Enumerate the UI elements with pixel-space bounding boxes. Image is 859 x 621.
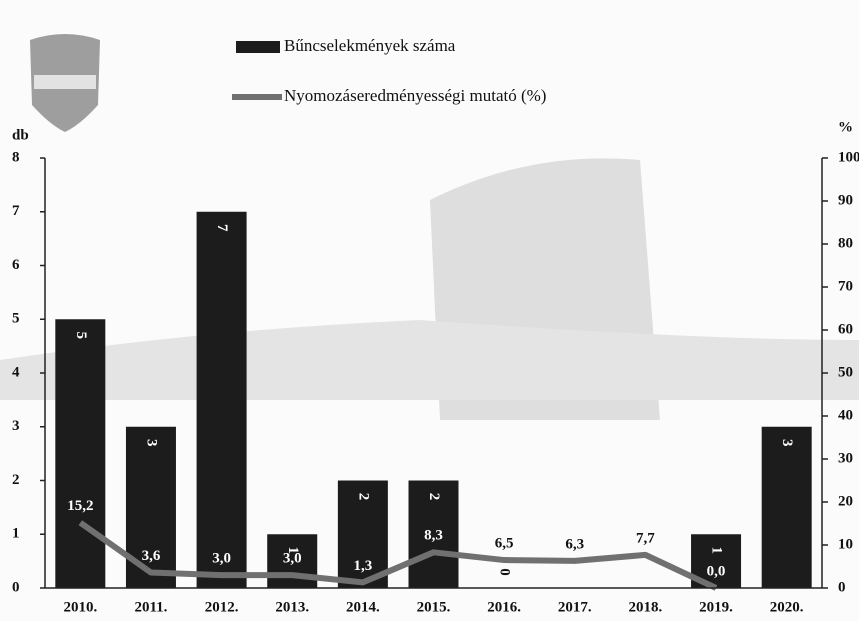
y2-tick-label: 30 <box>838 450 853 466</box>
bar <box>197 212 247 588</box>
line-value-label: 3,6 <box>142 548 161 564</box>
y-tick-label: 0 <box>12 579 20 595</box>
y-tick-label: 5 <box>12 311 20 327</box>
y-tick-label: 6 <box>12 257 20 273</box>
chart: db % 01234567801020304050607080901002010… <box>0 0 859 621</box>
y-tick-label: 7 <box>12 203 20 219</box>
line-value-label: 1,3 <box>353 558 372 574</box>
y2-tick-label: 10 <box>838 536 853 552</box>
bar-value-label: 5 <box>73 332 89 340</box>
bar-value-label: 1 <box>709 547 725 555</box>
y-tick-label: 1 <box>12 526 20 542</box>
y2-tick-label: 50 <box>838 364 853 380</box>
line-value-label: 3,0 <box>283 551 302 567</box>
bar-value-label: 3 <box>144 439 160 447</box>
line-value-label: 7,7 <box>636 530 655 546</box>
line-value-label: 8,3 <box>424 528 443 544</box>
y-tick-label: 3 <box>12 418 20 434</box>
bar-value-label: 0 <box>497 568 513 576</box>
x-tick-label: 2014. <box>346 599 380 615</box>
x-tick-label: 2017. <box>558 599 592 615</box>
y2-tick-label: 60 <box>838 321 853 337</box>
bar-value-label: 2 <box>355 493 371 501</box>
y2-tick-label: 20 <box>838 493 853 509</box>
y2-tick-label: 70 <box>838 278 853 294</box>
legend-label: Bűncselekmények száma <box>284 36 456 55</box>
x-tick-label: 2018. <box>629 599 663 615</box>
legend-swatch <box>236 41 280 53</box>
bar-value-label: 7 <box>214 224 230 232</box>
y-tick-label: 2 <box>12 472 20 488</box>
line-value-label: 15,2 <box>67 498 93 514</box>
x-tick-label: 2012. <box>205 599 239 615</box>
bar <box>55 319 105 588</box>
line-value-label: 0,0 <box>707 563 726 579</box>
x-tick-label: 2013. <box>275 599 309 615</box>
x-tick-label: 2011. <box>134 599 167 615</box>
y2-tick-label: 0 <box>838 579 846 595</box>
bar <box>762 427 812 588</box>
y-axis-label: db <box>12 127 29 143</box>
y2-axis-label: % <box>838 119 853 135</box>
line-value-label: 3,0 <box>212 551 231 567</box>
y-tick-label: 4 <box>12 364 20 380</box>
y-tick-label: 8 <box>12 149 20 165</box>
bar-value-label: 3 <box>779 439 795 447</box>
line-value-label: 6,3 <box>565 536 584 552</box>
y2-tick-label: 40 <box>838 407 853 423</box>
x-tick-label: 2020. <box>770 599 804 615</box>
line-value-label: 6,5 <box>495 535 514 551</box>
y2-tick-label: 100 <box>838 149 859 165</box>
y2-tick-label: 80 <box>838 235 853 251</box>
bar-value-label: 2 <box>426 493 442 501</box>
x-tick-label: 2019. <box>699 599 733 615</box>
x-tick-label: 2016. <box>487 599 521 615</box>
x-tick-label: 2015. <box>417 599 451 615</box>
y2-tick-label: 90 <box>838 192 853 208</box>
legend-label: Nyomozáseredményességi mutató (%) <box>284 86 546 105</box>
x-tick-label: 2010. <box>63 599 97 615</box>
